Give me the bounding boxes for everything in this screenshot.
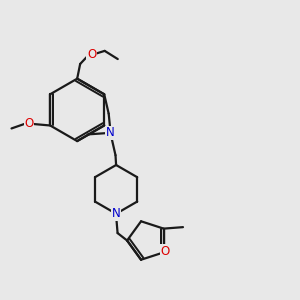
Text: N: N bbox=[106, 126, 115, 140]
Text: O: O bbox=[87, 48, 96, 61]
Text: O: O bbox=[24, 118, 33, 130]
Text: N: N bbox=[112, 207, 121, 220]
Text: O: O bbox=[160, 245, 170, 258]
